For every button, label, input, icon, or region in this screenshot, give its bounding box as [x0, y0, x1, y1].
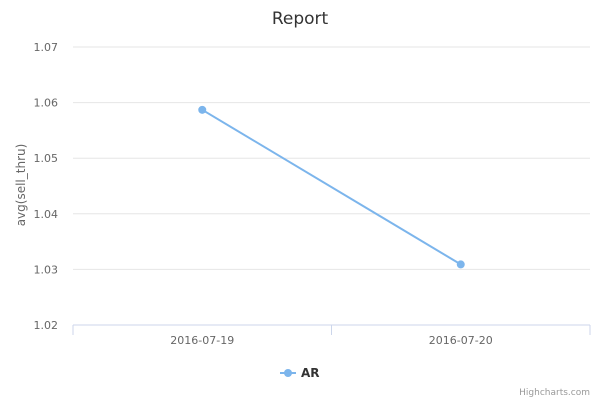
y-tick-label: 1.03: [34, 263, 59, 276]
series-line-ar: [201, 108, 462, 266]
x-tick-label: 2016-07-20: [429, 334, 493, 347]
legend-item-ar[interactable]: AR: [301, 366, 320, 380]
y-tick-label: 1.04: [34, 208, 59, 221]
legend[interactable]: AR: [280, 366, 320, 380]
y-tick-label: 1.02: [34, 319, 59, 332]
legend-dot-marker: [284, 369, 292, 377]
x-axis-tick-labels: 2016-07-19 2016-07-20: [170, 334, 492, 347]
y-tick-label: 1.05: [34, 152, 59, 165]
y-axis-title: avg(sell_thru): [14, 144, 28, 227]
chart-title: Report: [272, 9, 329, 29]
data-point[interactable]: [198, 105, 207, 114]
data-point[interactable]: [456, 260, 465, 269]
x-tick-label: 2016-07-19: [170, 334, 234, 347]
y-axis-tick-labels: 1.02 1.03 1.04 1.05 1.06 1.07: [34, 41, 59, 332]
x-axis: [72, 324, 591, 335]
series-group[interactable]: [198, 105, 465, 269]
y-tick-label: 1.07: [34, 41, 59, 54]
grid-lines: [73, 46, 590, 270]
credits-link[interactable]: Highcharts.com: [519, 388, 590, 398]
y-tick-label: 1.06: [34, 97, 59, 110]
